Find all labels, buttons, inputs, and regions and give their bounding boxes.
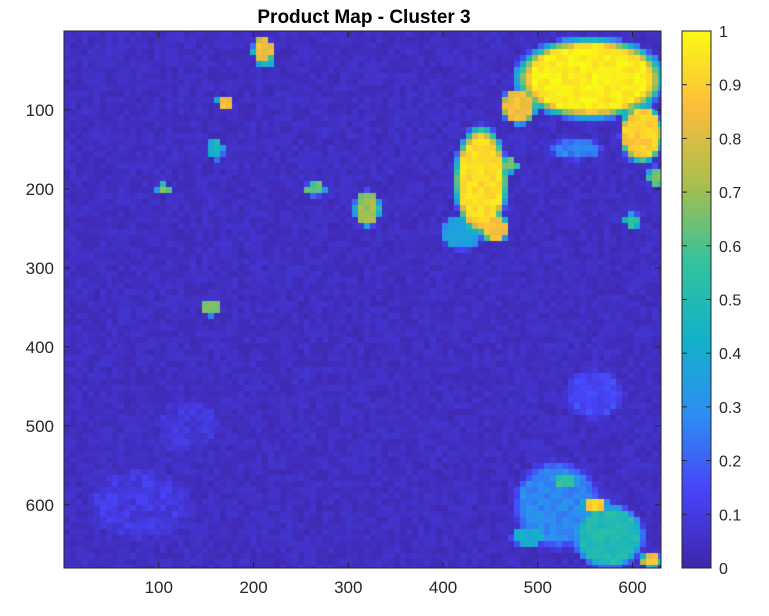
colorbar-tick-label: 0.3 <box>719 400 741 417</box>
y-tick-label: 400 <box>26 338 54 357</box>
colorbar-tick-label: 0.7 <box>719 185 741 202</box>
y-tick-label: 500 <box>26 417 54 436</box>
x-tick-label: 600 <box>618 578 646 597</box>
colorbar-tick-label: 0.2 <box>719 454 741 471</box>
colorbar-tick-label: 0.6 <box>719 239 741 256</box>
y-tick-label: 300 <box>26 259 54 278</box>
colorbar-tick-label: 0.8 <box>719 131 741 148</box>
x-tick-label: 300 <box>334 578 362 597</box>
y-tick-label: 100 <box>26 101 54 120</box>
x-tick-label: 500 <box>524 578 552 597</box>
x-axis: 100 200 300 400 500 600 <box>145 31 647 597</box>
colorbar-tick-label: 0.9 <box>719 78 741 95</box>
colorbar-tick-label: 0 <box>719 561 728 578</box>
chart-title: Product Map - Cluster 3 <box>257 7 470 28</box>
heatmap-canvas <box>64 31 661 568</box>
y-tick-label: 200 <box>26 180 54 199</box>
plot-area-frame <box>63 30 662 569</box>
colorbar-tick-label: 0.4 <box>719 346 741 363</box>
colorbar-ticks: 0 0.1 0.2 0.3 0.4 0.5 0.6 0.7 0.8 0.9 1 <box>682 24 741 578</box>
colorbar-tick-label: 0.5 <box>719 293 741 310</box>
colorbar-tick-label: 0.1 <box>719 507 741 524</box>
x-tick-label: 100 <box>145 578 173 597</box>
y-axis: 100 200 300 400 500 600 <box>26 101 661 515</box>
colorbar-tick-label: 1 <box>719 24 728 41</box>
y-tick-label: 600 <box>26 496 54 515</box>
x-tick-label: 200 <box>239 578 267 597</box>
x-tick-label: 400 <box>429 578 457 597</box>
